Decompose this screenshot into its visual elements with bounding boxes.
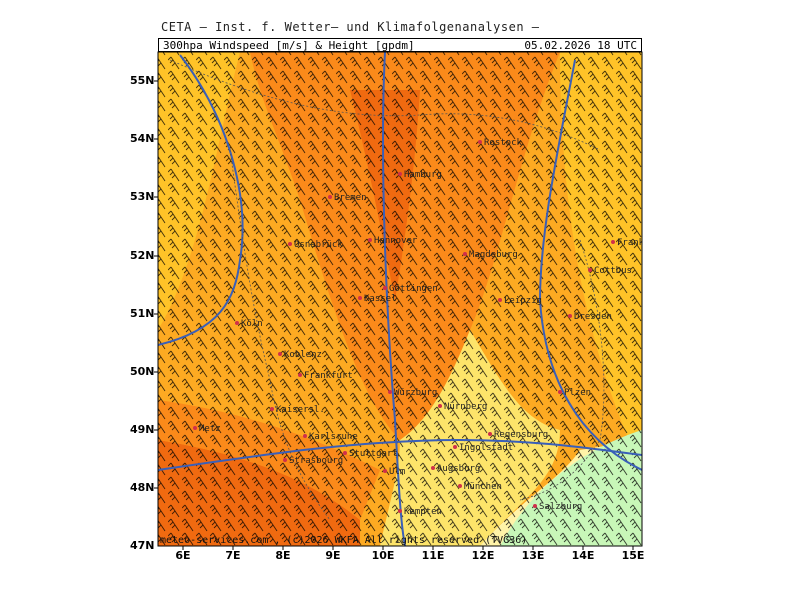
city-dot [328,195,332,199]
lon-label: 7E [225,549,241,562]
height-contour-2 [382,52,406,546]
lon-label: 13E [521,549,545,562]
city-label: Salzburg [539,502,582,512]
lon-label: 12E [471,549,495,562]
city-dot [383,286,387,290]
lat-label: 48N [130,481,155,494]
city-label: Strasbourg [289,456,343,466]
city-label: Frankfurt/O. [617,238,682,248]
city-layer: Rostock Hamburg Bremen Hannover Magdeburg Cot… [193,138,682,517]
city-label: Rostock [484,138,523,148]
lon-label: 9E [325,549,341,562]
border-east [519,239,605,501]
border-west [229,149,331,521]
city-dot [388,390,392,394]
lat-label: 50N [130,365,155,378]
city-dot [298,373,302,377]
city-label: Regensburg [494,430,548,440]
height-contour-1 [158,54,244,346]
lat-label: 55N [130,74,155,87]
coastline [169,59,601,151]
city-dot [283,458,287,462]
city-label: Göttingen [389,284,438,294]
map-field: Rostock Hamburg Bremen Hannover Magdeburg Cot… [158,52,682,546]
city-label: Plzen [564,388,591,398]
copyright: meteo-services.com , (c)2026 WKFA All ri… [160,535,528,546]
lat-label: 51N [130,307,155,320]
lat-label: 49N [130,423,155,436]
height-contour-3 [538,59,642,471]
lon-label: 15E [621,549,645,562]
city-label: Köln [241,319,263,329]
city-dot [478,140,482,144]
city-label: Osnabrück [294,240,343,250]
lon-label: 6E [175,549,191,562]
city-dot [498,298,502,302]
city-label: Kaisersl. [276,405,325,415]
city-dot [398,509,402,513]
city-dot [588,268,592,272]
org-title: CETA — Inst. f. Wetter— und Klimafolgena… [161,20,540,34]
city-dot [453,445,457,449]
city-dot [193,426,197,430]
lon-label: 14E [571,549,595,562]
city-label: Hamburg [404,170,442,180]
lat-label: 53N [130,190,155,203]
height-contour-4 [158,438,642,471]
lat-label: 47N [130,539,155,552]
city-dot [463,252,467,256]
city-label: Würzburg [394,388,437,398]
city-dot [383,469,387,473]
city-label: Stuttgart [349,449,398,459]
city-dot [568,314,572,318]
city-label: Hannover [374,236,418,246]
city-dot [303,434,307,438]
city-dot [558,390,562,394]
city-label: Kassel [364,294,397,304]
city-dot [343,451,347,455]
city-dot [431,466,435,470]
city-label: München [464,482,502,492]
city-dot [288,242,292,246]
axis-ticks [154,80,634,550]
city-label: Kempten [404,507,442,517]
city-label: Cottbus [594,266,632,276]
city-label: Bremen [334,193,367,203]
city-dot [488,432,492,436]
lon-label: 11E [421,549,445,562]
city-label: Magdeburg [469,250,518,260]
city-dot [270,407,274,411]
city-dot [438,404,442,408]
city-dot [458,484,462,488]
city-label: Ingolstadt [459,443,513,453]
city-dot [368,238,372,242]
city-label: Frankfurt [304,371,353,381]
city-label: Nürnberg [444,402,487,412]
valid-time: 05.02.2026 18 UTC [524,39,637,52]
lon-label: 8E [275,549,291,562]
city-label: Dresden [574,312,612,322]
city-dot [398,172,402,176]
city-label: Koblenz [284,350,322,360]
city-label: Metz [199,424,221,434]
city-label: Ulm [389,467,405,477]
city-label: Karlsruhe [309,432,358,442]
city-dot [533,504,537,508]
city-dot [358,296,362,300]
city-dot [611,240,615,244]
lon-label: 10E [371,549,395,562]
product-header: 300hpa Windspeed [m/s] & Height [gpdm] 0… [158,38,642,52]
lat-label: 52N [130,249,155,262]
lat-label: 54N [130,132,155,145]
city-label: Augsburg [437,464,480,474]
city-dot [278,352,282,356]
city-dot [235,321,239,325]
product-title: 300hpa Windspeed [m/s] & Height [gpdm] [163,39,415,52]
city-label: Leipzig [504,296,542,306]
map-frame [157,51,643,547]
